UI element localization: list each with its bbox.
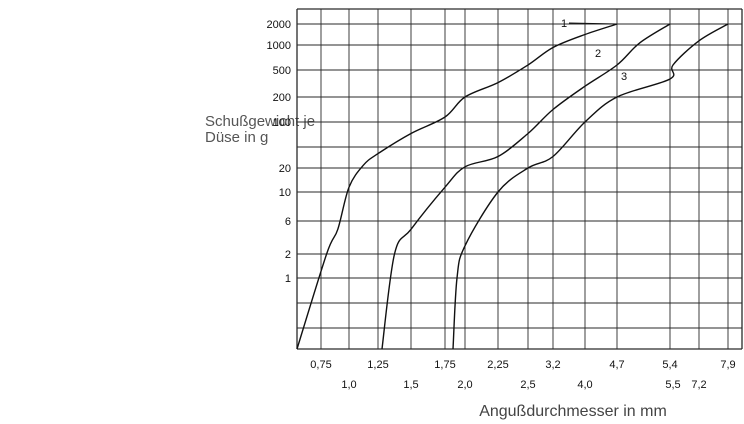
- y-tick-label: 10: [279, 187, 291, 199]
- curve-label-3: 3: [621, 71, 627, 83]
- curve-labels: 1 2 3: [561, 18, 627, 83]
- x-tick-label: 0,75: [310, 359, 331, 371]
- y-ticks: 2000 1000 500 200 100 20 10 6 2 1: [267, 19, 291, 285]
- y-tick-label: 100: [273, 117, 291, 129]
- y-axis-label-line-2: Düse in g: [205, 129, 268, 146]
- curve-label-leader-1: [568, 22, 618, 25]
- x-tick-label: 3,2: [545, 359, 560, 371]
- y-tick-label: 6: [285, 216, 291, 228]
- x-tick-label: 2,5: [520, 379, 535, 391]
- y-tick-label: 1000: [267, 40, 291, 52]
- x-tick-label: 4,7: [609, 359, 624, 371]
- y-tick-label: 2: [285, 249, 291, 261]
- curves: [296, 23, 729, 350]
- y-tick-label: 20: [279, 163, 291, 175]
- x-tick-label: 5,4: [662, 359, 677, 371]
- y-axis-label-line-1: Schußgewicht je: [205, 113, 315, 130]
- x-tick-label: 7,2: [691, 379, 706, 391]
- curve-series-1: [296, 23, 618, 350]
- x-axis-label: Angußdurchmesser in mm: [479, 403, 667, 420]
- x-tick-label: 1,75: [434, 359, 455, 371]
- x-ticks: 0,75 1,25 1,75 2,25 3,2 4,7 5,4 7,9 1,0 1,5 2,0 2,5…: [310, 359, 735, 391]
- curve-label-2: 2: [595, 48, 601, 60]
- curve-label-1: 1: [561, 18, 567, 30]
- y-tick-label: 2000: [267, 19, 291, 31]
- curve-series-3: [452, 23, 729, 350]
- x-tick-label: 1,5: [403, 379, 418, 391]
- x-tick-label: 2,0: [457, 379, 472, 391]
- grid: [296, 8, 743, 350]
- y-tick-label: 200: [273, 92, 291, 104]
- x-tick-label: 7,9: [720, 359, 735, 371]
- x-tick-label: 1,0: [341, 379, 356, 391]
- curve-series-2: [381, 23, 671, 350]
- y-axis-label: Schußgewicht je Düse in g: [205, 113, 315, 146]
- y-tick-label: 1: [285, 273, 291, 285]
- y-tick-label: 500: [273, 65, 291, 77]
- x-tick-label: 5,5: [665, 379, 680, 391]
- x-tick-label: 1,25: [367, 359, 388, 371]
- x-tick-label: 4,0: [577, 379, 592, 391]
- x-tick-label: 2,25: [487, 359, 508, 371]
